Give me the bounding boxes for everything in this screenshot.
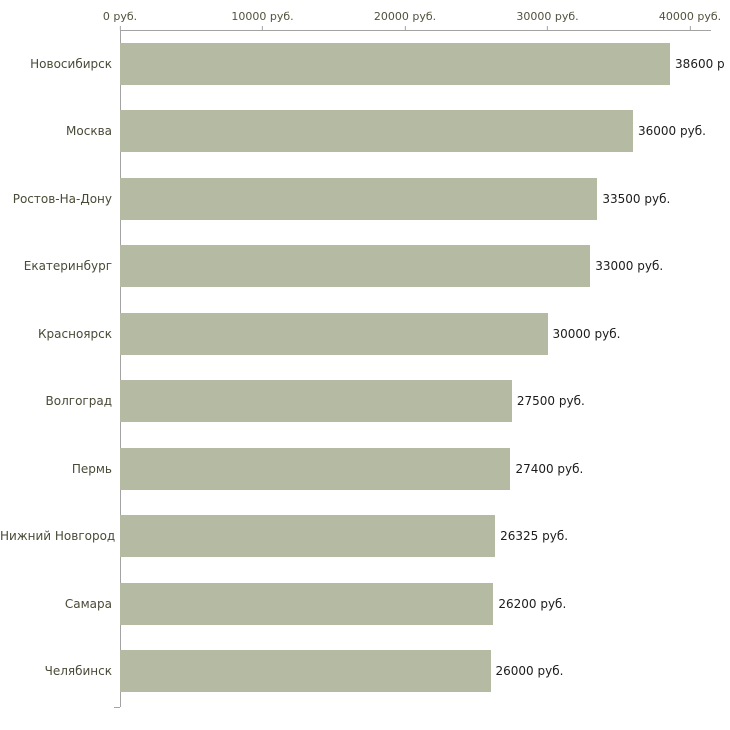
x-axis-tick-mark <box>546 26 548 30</box>
bar <box>120 110 633 153</box>
bar-row: Челябинск 26000 руб. <box>0 638 730 706</box>
bar <box>120 177 598 220</box>
bar-area: 26200 руб. <box>119 570 730 638</box>
bar <box>120 515 496 558</box>
y-axis-bottom-tick <box>114 707 120 708</box>
x-axis-line <box>120 30 711 31</box>
bar-row: Нижний Новгород 26325 руб. <box>0 503 730 571</box>
category-label: Нижний Новгород <box>0 529 116 544</box>
category-label: Волгоград <box>45 394 112 409</box>
bar-area: 26000 руб. <box>119 638 730 706</box>
x-axis-tick: 40000 руб. <box>659 10 721 30</box>
category-label: Екатеринбург <box>23 259 112 274</box>
bar-row: Ростов-На-Дону 33500 руб. <box>0 165 730 233</box>
category-label: Челябинск <box>44 664 112 679</box>
value-label: 26000 руб. <box>495 664 564 679</box>
category-label: Москва <box>66 124 112 139</box>
bar-row: Самара 26200 руб. <box>0 570 730 638</box>
value-label: 36000 руб. <box>638 124 706 139</box>
x-axis-tick: 20000 руб. <box>374 10 436 30</box>
x-axis-tick: 30000 руб. <box>516 10 579 30</box>
bar <box>120 312 548 355</box>
x-axis-tick: 10000 руб. <box>231 10 294 30</box>
bar <box>120 650 491 693</box>
value-label: 27400 руб. <box>515 461 584 476</box>
bar-area: 26325 руб. <box>119 503 730 571</box>
bar-area: 33500 руб. <box>119 165 730 233</box>
category-label: Самара <box>64 596 112 611</box>
x-axis-tick-mark <box>404 26 406 30</box>
value-label: 33500 руб. <box>602 191 671 206</box>
value-label: 26200 руб. <box>498 596 567 611</box>
y-axis-line <box>120 30 121 707</box>
x-axis-tick-label: 30000 руб. <box>516 10 579 23</box>
bar-row: Новосибирск 38600 р <box>0 30 730 98</box>
bar-area: 38600 р <box>119 30 730 98</box>
category-label: Пермь <box>71 461 112 476</box>
bar-area: 27500 руб. <box>119 368 730 436</box>
x-axis-tick-mark <box>119 26 121 30</box>
x-axis-ticks: 0 руб. 10000 руб. 20000 руб. 30000 руб. … <box>103 0 721 30</box>
value-label: 38600 р <box>675 56 725 71</box>
value-label: 26325 руб. <box>500 529 569 544</box>
x-axis-tick-mark <box>261 26 263 30</box>
bar <box>120 42 671 85</box>
bar-area: 33000 руб. <box>119 233 730 301</box>
bar-row: Екатеринбург 33000 руб. <box>0 233 730 301</box>
value-label: 27500 руб. <box>516 394 585 409</box>
bar-rows: Новосибирск 38600 р Москва 36000 руб. Ро… <box>0 30 730 705</box>
bar-area: 30000 руб. <box>119 300 730 368</box>
bar <box>120 245 591 288</box>
x-axis-tick-label: 10000 руб. <box>231 10 294 23</box>
x-axis-tick-label: 20000 руб. <box>373 10 437 23</box>
bar-row: Красноярск 30000 руб. <box>0 300 730 368</box>
x-axis-tick-label: 0 руб. <box>102 10 138 23</box>
x-axis-tick-label: 40000 руб. <box>658 10 722 23</box>
bar <box>120 380 512 423</box>
x-axis-tick: 0 руб. <box>103 10 137 30</box>
value-label: 33000 руб. <box>595 259 664 274</box>
bar <box>120 582 494 625</box>
bar-row: Москва 36000 руб. <box>0 98 730 166</box>
bar-area: 27400 руб. <box>119 435 730 503</box>
bar-row: Волгоград 27500 руб. <box>0 368 730 436</box>
category-label: Новосибирск <box>30 56 112 71</box>
x-axis-tick-mark <box>689 26 691 30</box>
bar-area: 36000 руб. <box>119 98 730 166</box>
bar-row: Пермь 27400 руб. <box>0 435 730 503</box>
bar <box>120 447 511 490</box>
category-label: Ростов-На-Дону <box>12 191 112 206</box>
category-label: Красноярск <box>38 326 112 341</box>
value-label: 30000 руб. <box>552 326 621 341</box>
